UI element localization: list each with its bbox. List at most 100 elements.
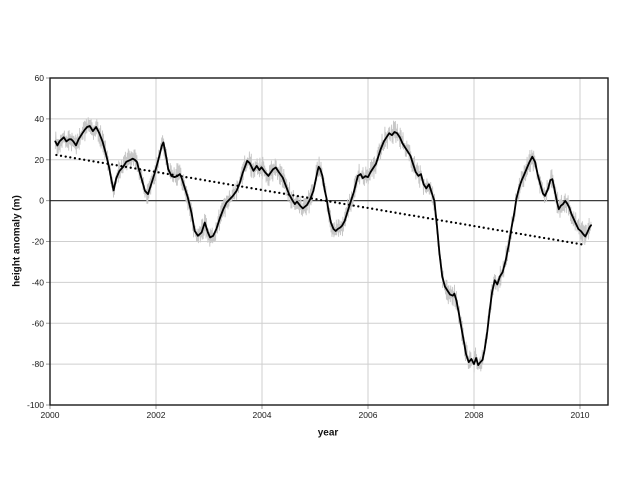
trend-dot <box>515 232 518 235</box>
trend-dot <box>124 165 128 169</box>
trend-dot <box>203 179 207 182</box>
trend-dot <box>264 189 267 192</box>
trend-dot <box>213 180 216 184</box>
trend-dot <box>120 164 123 168</box>
trend-dot <box>152 170 156 173</box>
trend-dot <box>231 183 235 187</box>
trend-dot <box>143 168 146 172</box>
y-tick-label: 0 <box>39 196 44 206</box>
trend-dot <box>306 196 309 199</box>
trend-dot <box>389 210 392 214</box>
trend-dot <box>171 173 174 176</box>
trend-dot <box>412 214 416 217</box>
trend-dot <box>175 174 179 177</box>
trend-dot <box>361 206 365 209</box>
trend-dot <box>329 200 332 203</box>
trend-dot <box>440 219 444 222</box>
trend-dot <box>496 228 499 232</box>
x-tick-label: 2008 <box>465 410 484 420</box>
trend-dot <box>296 194 300 198</box>
trend-dot <box>385 209 388 213</box>
x-tick-label: 2006 <box>359 410 378 420</box>
trend-dot <box>454 221 458 225</box>
trend-dot <box>510 231 513 234</box>
trend-dot <box>250 187 253 190</box>
trend-dot <box>436 218 439 221</box>
y-tick-label: -60 <box>32 318 45 328</box>
trend-dot <box>73 157 77 160</box>
trend-dot <box>245 186 248 189</box>
trend-dot <box>92 160 95 163</box>
trend-dot <box>59 154 63 157</box>
trend-dot <box>273 191 276 194</box>
y-tick-label: -80 <box>32 359 45 369</box>
y-tick-label: 20 <box>35 155 45 165</box>
trend-dot <box>464 223 467 226</box>
trend-dot <box>398 212 402 215</box>
trend-dot <box>101 161 104 165</box>
trend-dot <box>570 241 574 244</box>
trend-dot <box>473 224 476 228</box>
trend-dot <box>575 242 578 245</box>
trend-dot <box>580 243 583 246</box>
trend-dot <box>222 182 225 185</box>
trend-dot <box>445 220 448 223</box>
trend-dot <box>115 164 118 167</box>
trend-dot <box>542 236 546 240</box>
trend-dot <box>319 198 323 202</box>
x-tick-label: 2000 <box>41 410 60 420</box>
x-tick-label: 2002 <box>147 410 166 420</box>
trend-dot <box>394 211 397 214</box>
trend-dot <box>78 157 81 161</box>
trend-dot <box>110 163 114 166</box>
trend-dot <box>162 172 165 175</box>
trend-dot <box>491 228 495 231</box>
trend-dot <box>333 201 337 204</box>
trend-dot <box>371 207 374 210</box>
trend-dot <box>403 213 406 216</box>
trend-dot <box>459 222 462 225</box>
trend-dot <box>417 215 420 218</box>
trend-dot <box>422 216 425 219</box>
y-tick-label: -20 <box>32 237 45 247</box>
trend-dot <box>287 193 290 196</box>
trend-dot <box>343 202 346 206</box>
trend-dot <box>208 179 211 183</box>
trend-dot <box>129 166 132 169</box>
trend-dot <box>166 172 169 176</box>
trend-dot <box>324 199 327 202</box>
trend-dot <box>55 153 58 157</box>
trend-dot <box>236 184 239 187</box>
trend-dot <box>561 239 564 243</box>
trend-dot <box>69 156 72 159</box>
trend-dot <box>566 240 569 244</box>
trend-dot <box>241 185 244 188</box>
trend-dot <box>268 190 272 193</box>
y-tick-label: -100 <box>27 400 44 410</box>
trend-dot <box>97 161 100 164</box>
trend-dot <box>185 176 188 179</box>
trend-dot <box>538 236 541 239</box>
trend-dot <box>194 177 197 180</box>
trend-dot <box>505 230 509 233</box>
trend-dot <box>501 229 504 232</box>
trend-dot <box>482 226 485 229</box>
trend-dot <box>189 176 193 180</box>
trend-dot <box>338 202 341 205</box>
trend-dot <box>282 192 286 195</box>
trend-dot <box>217 181 221 184</box>
trend-dot <box>468 224 471 227</box>
trend-dot <box>259 188 262 191</box>
trend-dot <box>180 175 183 178</box>
trend-dot <box>347 203 351 206</box>
plot-border <box>49 77 609 406</box>
trend-dot <box>529 234 532 237</box>
x-tick-label: 2010 <box>571 410 590 420</box>
trend-dot <box>487 227 490 230</box>
y-tick-label: -40 <box>32 277 45 287</box>
trend-dot <box>552 238 555 241</box>
trend-dot <box>157 171 160 174</box>
trend-dot <box>408 213 411 217</box>
